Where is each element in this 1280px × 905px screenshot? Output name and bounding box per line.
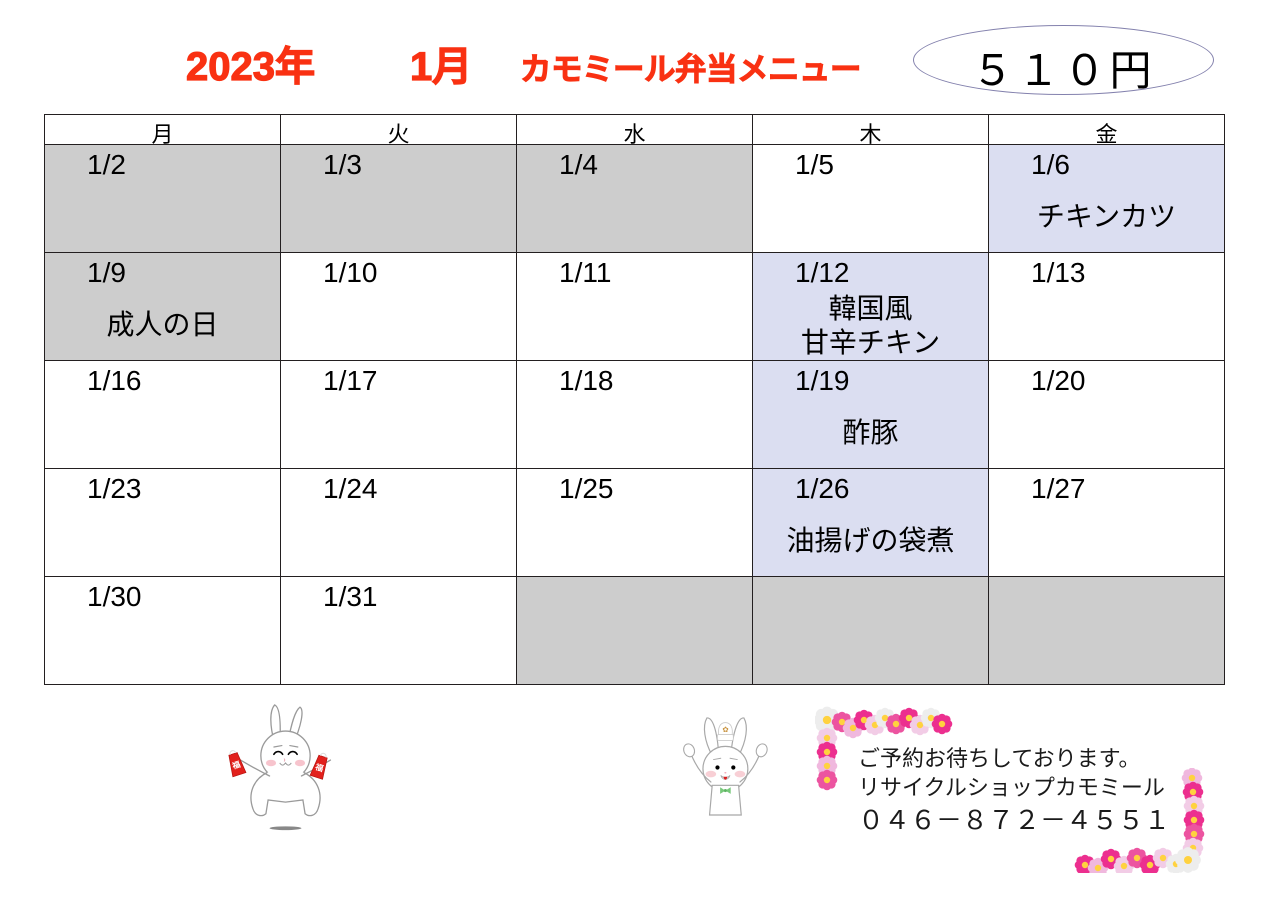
svg-text:✿: ✿ (722, 725, 728, 734)
